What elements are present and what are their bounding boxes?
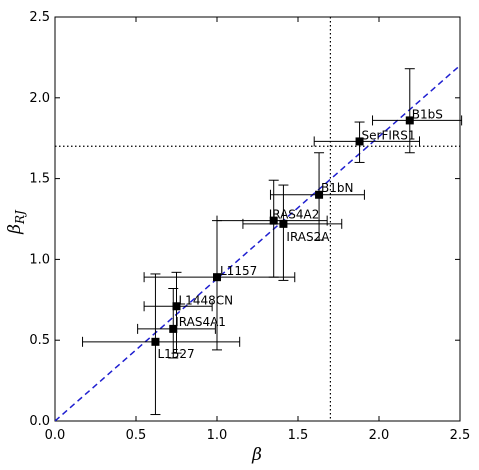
data-point-7 — [355, 137, 364, 146]
data-point-2 — [172, 302, 181, 311]
y-axis-label: βRJ — [5, 209, 27, 235]
axis-ticks: 0.0 0.5 1.0 1.5 2.0 2.5 0.0 0.5 1.0 1.5 2.0 2.5 — [29, 10, 470, 443]
point-label-1: IRAS4A1 — [175, 315, 226, 329]
point-label-6: B1bN — [321, 181, 353, 195]
y-tick-label-1: 0.5 — [29, 333, 50, 348]
data-point-8 — [405, 116, 414, 125]
point-label-4: IRAS4A2 — [269, 208, 320, 222]
y-tick-label-5: 2.5 — [29, 10, 50, 25]
data-point-4 — [269, 216, 278, 225]
point-label-0: L1527 — [157, 347, 194, 361]
x-tick-label-4: 2.0 — [369, 428, 390, 443]
error-bars — [82, 68, 463, 416]
data-points — [151, 116, 414, 346]
x-axis-label: β — [251, 445, 262, 465]
plot-frame — [54, 16, 461, 422]
y-axis-label-subscript: RJ — [13, 209, 27, 225]
reference-lines — [55, 17, 460, 421]
point-label-7: SerFIRS1 — [362, 128, 416, 142]
x-tick-label-1: 0.5 — [126, 428, 147, 443]
point-label-2: L1448CN — [179, 293, 234, 307]
data-point-3 — [213, 273, 221, 282]
error-bar-3 — [143, 220, 296, 351]
point-label-8: B1bS — [412, 107, 443, 121]
data-point-6 — [315, 190, 324, 199]
x-tick-label-5: 2.5 — [450, 428, 471, 443]
point-labels: L1527 IRAS4A1 L1448CN L1157 IRAS4A2 IRAS2A B1b… — [157, 107, 442, 360]
x-tick-label-3: 1.5 — [288, 428, 309, 443]
data-point-0 — [151, 337, 160, 346]
y-tick-label-2: 1.0 — [29, 252, 50, 267]
point-label-5: IRAS2A — [286, 230, 330, 244]
x-tick-label-0: 0.0 — [45, 428, 66, 443]
y-axis-label-main: β — [5, 224, 25, 235]
point-label-3: L1157 — [220, 264, 257, 278]
y-tick-label-3: 1.5 — [29, 172, 50, 187]
x-tick-label-2: 1.0 — [207, 428, 228, 443]
error-bar-5 — [242, 184, 343, 281]
data-point-1 — [169, 324, 178, 333]
error-bar-8 — [372, 68, 463, 154]
diagonal-fit-line — [55, 64, 460, 421]
y-tick-label-0: 0.0 — [29, 414, 50, 429]
y-tick-label-4: 2.0 — [29, 91, 50, 106]
data-point-5 — [279, 219, 288, 228]
